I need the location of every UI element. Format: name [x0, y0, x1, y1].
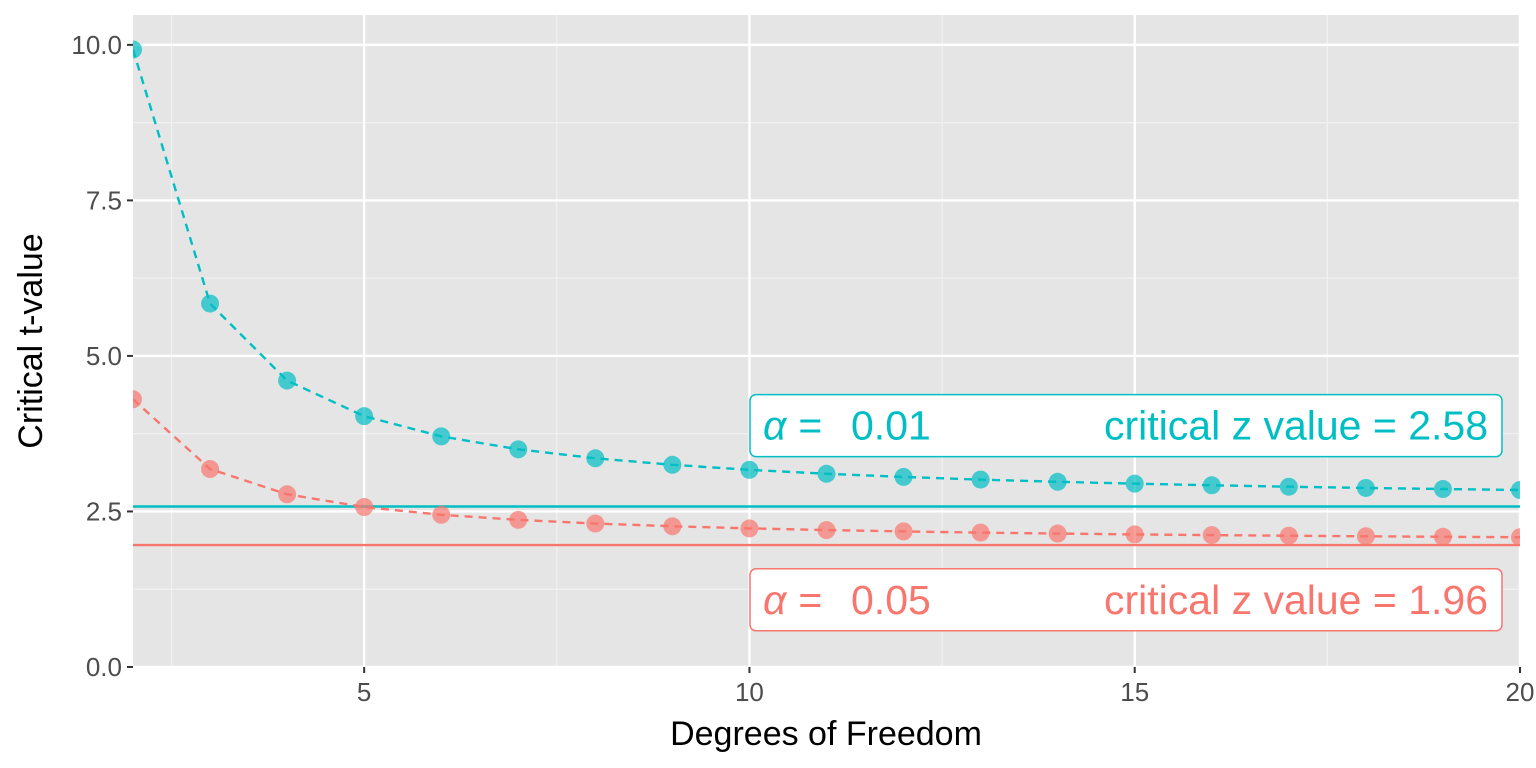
data-point-0.05 — [1511, 528, 1520, 547]
data-point-0.05 — [1048, 524, 1067, 543]
data-point-0.05 — [740, 519, 759, 538]
label-box-0.01 — [749, 393, 1503, 458]
x-tick-label: 20 — [1506, 677, 1535, 707]
data-point-0.01 — [971, 470, 990, 489]
data-point-0.05 — [894, 522, 913, 541]
x-tick-label: 10 — [735, 677, 764, 707]
y-tick-label: 7.5 — [86, 185, 122, 215]
data-point-0.01 — [278, 371, 297, 390]
data-point-0.01 — [817, 464, 836, 483]
data-point-0.05 — [1356, 527, 1375, 546]
marks — [133, 40, 1520, 547]
label-alpha-value: 0.05 — [851, 577, 931, 623]
data-point-0.01 — [1125, 474, 1144, 493]
data-point-0.01 — [1433, 480, 1452, 499]
x-axis-title: Degrees of Freedom — [670, 715, 982, 753]
data-point-0.05 — [586, 514, 605, 533]
label-critical-z: critical z value = 2.58 — [1104, 403, 1488, 449]
label-box-0.05 — [749, 568, 1503, 632]
data-point-0.05 — [1433, 527, 1452, 546]
x-tick-label: 15 — [1120, 677, 1149, 707]
data-point-0.01 — [201, 294, 220, 313]
data-point-0.01 — [1202, 476, 1221, 495]
label-critical-z: critical z value = 1.96 — [1104, 577, 1488, 623]
label-alpha: α = — [763, 577, 822, 623]
y-tick-label: 0.0 — [86, 652, 122, 682]
data-point-0.01 — [1511, 481, 1520, 499]
axes: 0.0 2.5 5.0 7.5 10.0 5 10 15 20 — [71, 30, 1535, 707]
data-point-0.05 — [278, 485, 297, 504]
label-alpha-value: 0.01 — [851, 403, 931, 449]
data-point-0.05 — [663, 517, 682, 536]
data-point-0.01 — [509, 440, 528, 459]
data-point-0.01 — [355, 407, 374, 426]
data-point-0.05 — [1202, 526, 1221, 545]
data-point-0.01 — [894, 467, 913, 486]
y-tick-label: 10.0 — [71, 30, 122, 60]
data-point-0.01 — [740, 460, 759, 479]
y-tick-label: 2.5 — [86, 496, 122, 526]
data-point-0.05 — [817, 521, 836, 540]
data-point-0.01 — [133, 40, 142, 59]
data-point-0.05 — [201, 460, 220, 479]
data-point-0.01 — [1279, 477, 1298, 496]
data-point-0.05 — [1279, 526, 1298, 545]
data-point-0.01 — [432, 427, 451, 446]
x-tick-label: 5 — [357, 677, 371, 707]
data-point-0.05 — [1125, 525, 1144, 544]
data-point-0.01 — [1048, 472, 1067, 491]
data-point-0.05 — [432, 505, 451, 524]
data-point-0.05 — [509, 510, 528, 529]
data-point-0.05 — [355, 498, 374, 517]
y-tick-label: 5.0 — [86, 341, 122, 371]
data-point-0.01 — [1356, 478, 1375, 497]
label-alpha: α = — [763, 403, 822, 449]
annotations: α = 0.01 critical z value = 2.58 α = 0.05 cri… — [749, 393, 1503, 632]
data-point-0.01 — [663, 455, 682, 474]
data-point-0.05 — [971, 523, 990, 542]
data-point-0.05 — [133, 390, 142, 409]
data-point-0.01 — [586, 449, 605, 468]
y-axis-title: Critical t-value — [12, 233, 50, 448]
